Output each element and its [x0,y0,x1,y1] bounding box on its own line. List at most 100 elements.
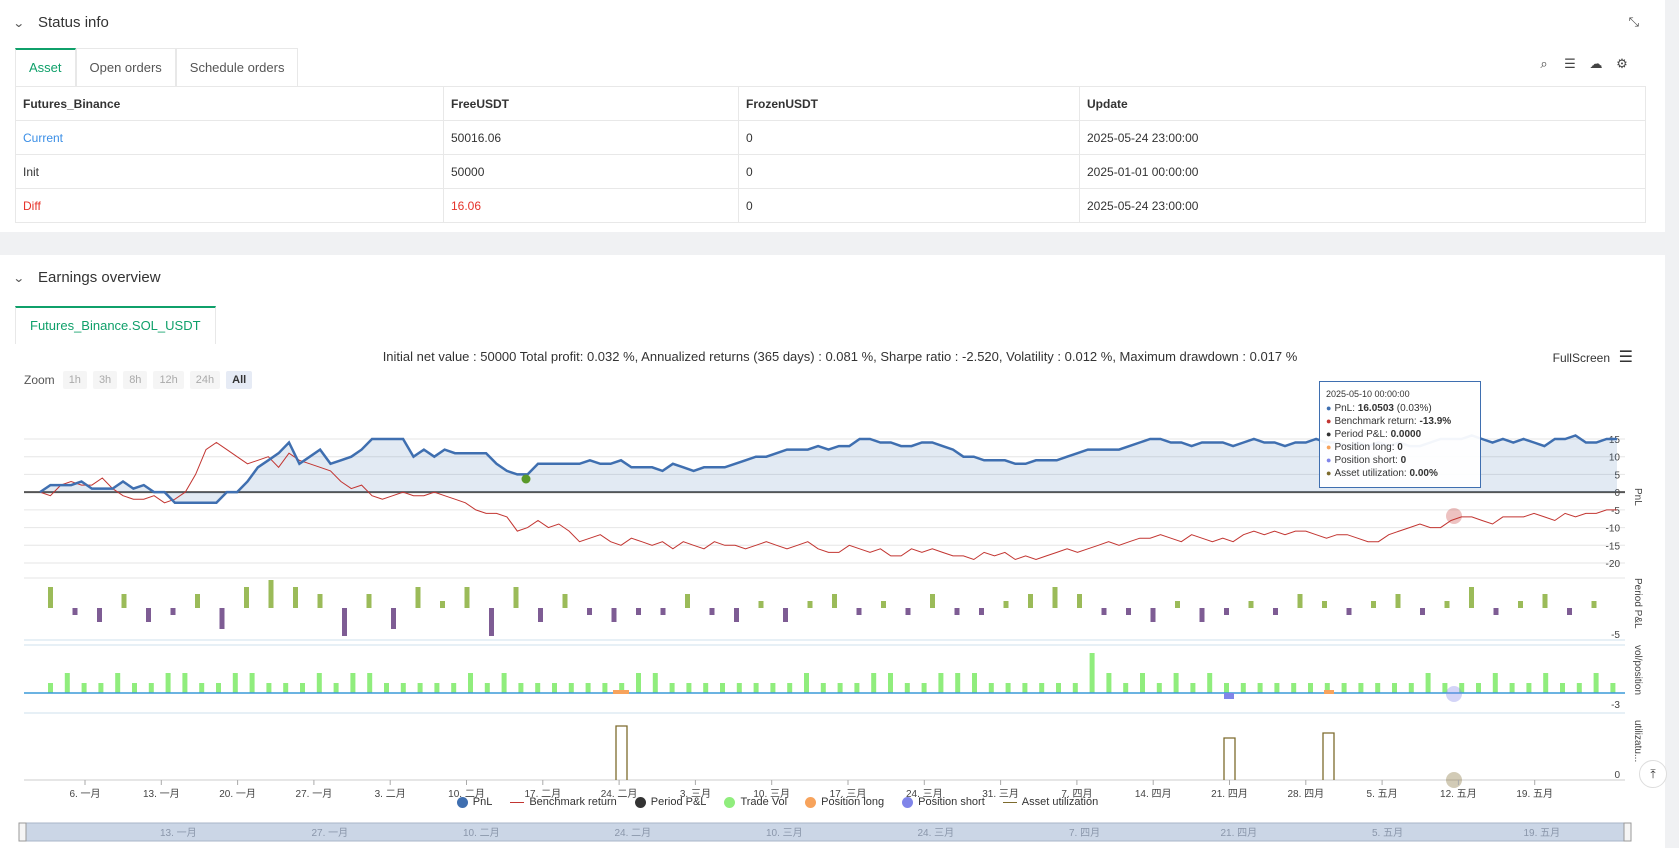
zoom-12h-button[interactable]: 12h [153,371,184,389]
trade-vol-bar [1593,673,1599,693]
navigator-tick-label: 21. 四月 [1221,827,1258,839]
chevron-down-icon[interactable]: ⌄ [12,15,25,30]
period-bar [1567,608,1572,615]
panel-title: Earnings overview [38,269,161,286]
chevron-down-icon[interactable]: ⌄ [12,270,25,285]
period-bar [1101,608,1107,615]
trade-vol-bar [1476,683,1481,693]
x-tick-label: 17. 二月 [524,788,561,800]
row-label-current[interactable]: Current [15,120,444,155]
table-cell: 2025-01-01 00:00:00 [1079,154,1646,189]
row-label-init: Init [15,154,444,189]
period-bar [1077,594,1082,608]
row-label-diff: Diff [15,188,444,223]
zoom-24h-button[interactable]: 24h [189,371,221,389]
x-tick-label: 3. 三月 [680,788,711,800]
table-cell: 50016.06 [443,120,739,155]
zoom-8h-button[interactable]: 8h [123,371,148,389]
trade-vol-bar [1392,683,1397,693]
zoom-3h-button[interactable]: 3h [92,371,118,389]
trade-vol-bar [1140,673,1145,693]
trade-vol-bar [1341,683,1347,693]
legend-item-pnl[interactable]: PnL [456,796,492,808]
tab-futures-binance-sol-usdt[interactable]: Futures_Binance.SOL_USDT [15,306,216,344]
trade-vol-bar [1610,683,1616,693]
period-bar [538,608,543,622]
list-icon[interactable]: ☰ [1564,56,1576,71]
cloud-download-icon[interactable]: ☁ [1589,56,1603,71]
trade-vol-bar [451,683,457,693]
zoom-1h-button[interactable]: 1h [62,371,87,389]
trade-vol-bar [81,683,87,693]
status-tabs: Asset Open orders Schedule orders [15,48,299,86]
tab-asset[interactable]: Asset [15,48,76,86]
trade-vol-bar [182,673,188,693]
zoom-all-button[interactable]: All [226,371,253,389]
x-tick-label: 19. 五月 [1516,788,1553,800]
trade-vol-bar [384,683,389,693]
hamburger-menu-icon[interactable]: ☰ [1618,349,1633,366]
period-bar [881,601,886,608]
table-cell: 2025-05-24 23:00:00 [1079,188,1646,223]
zoom-controls: Zoom 1h 3h 8h 12h 24h All [24,371,253,389]
legend-item-long[interactable]: Position long [805,796,884,808]
tab-open-orders[interactable]: Open orders [75,48,176,86]
collapse-icon[interactable]: ⤡ [1628,14,1639,29]
navigator-tick-label: 7. 四月 [1069,827,1100,839]
period-bar [366,594,372,608]
period-bar [440,601,445,608]
earnings-header[interactable]: ⌄ Earnings overview [12,269,161,286]
legend-item-util[interactable]: Asset utilization [1002,796,1098,808]
search-icon[interactable]: ⌕ [1540,56,1548,71]
y-tick-label: -5 [1611,506,1620,517]
position-long-bar [613,690,629,694]
table-cell: 0 [738,120,1080,155]
period-bar [1003,601,1009,608]
earnings-tabs: Futures_Binance.SOL_USDT [15,306,216,344]
legend-item-period[interactable]: Period P&L [634,796,706,808]
period-bar [489,608,494,636]
trade-vol-bar [501,673,507,693]
chart-legend: PnL Benchmark return Period P&L Trade Vo… [0,796,1665,808]
x-tick-label: 24. 二月 [601,788,638,800]
x-tick-label: 21. 四月 [1211,788,1248,800]
period-bar [954,608,960,615]
period-bar [1224,608,1229,615]
status-info-header[interactable]: ⌄ Status info [12,14,109,31]
back-to-top-icon[interactable]: ⤒ [1639,760,1667,788]
tab-schedule-orders[interactable]: Schedule orders [175,48,299,86]
pnl-marker [521,474,531,484]
period-bar [1518,601,1523,608]
trade-vol-bar [787,683,793,693]
hover-marker [1446,686,1462,702]
legend-item-benchmark[interactable]: Benchmark return [510,796,617,808]
period-bar [979,608,984,615]
util-spike [1322,732,1335,780]
trade-vol-bar [1543,673,1549,693]
y-tick-label: -5 [1611,630,1620,641]
trade-vol-bar [837,683,843,693]
legend-item-short[interactable]: Position short [902,796,985,808]
trade-vol-bar [316,673,322,693]
period-bar [146,608,151,622]
trade-vol-bar [266,683,272,693]
legend-item-trade-vol[interactable]: Trade Vol [724,796,787,808]
trade-vol-bar [972,673,977,693]
pnl-area [40,435,1617,503]
trade-vol-bar [1358,683,1364,693]
fullscreen-button[interactable]: FullScreen [1552,351,1610,365]
period-bar [1175,601,1180,608]
trade-vol-bar [1173,673,1179,693]
gear-icon[interactable]: ⚙ [1616,56,1628,71]
trade-vol-bar [1005,683,1011,693]
trade-vol-bar [720,683,725,693]
period-bar [1248,601,1254,608]
asset-table: Futures_Binance FreeUSDT FrozenUSDT Upda… [15,86,1646,223]
trade-vol-bar [1408,683,1414,693]
trade-vol-bar [669,683,675,693]
trade-vol-bar [518,683,524,693]
trade-vol-bar [602,683,608,693]
period-bar [1199,608,1205,622]
period-bar [1444,601,1450,608]
